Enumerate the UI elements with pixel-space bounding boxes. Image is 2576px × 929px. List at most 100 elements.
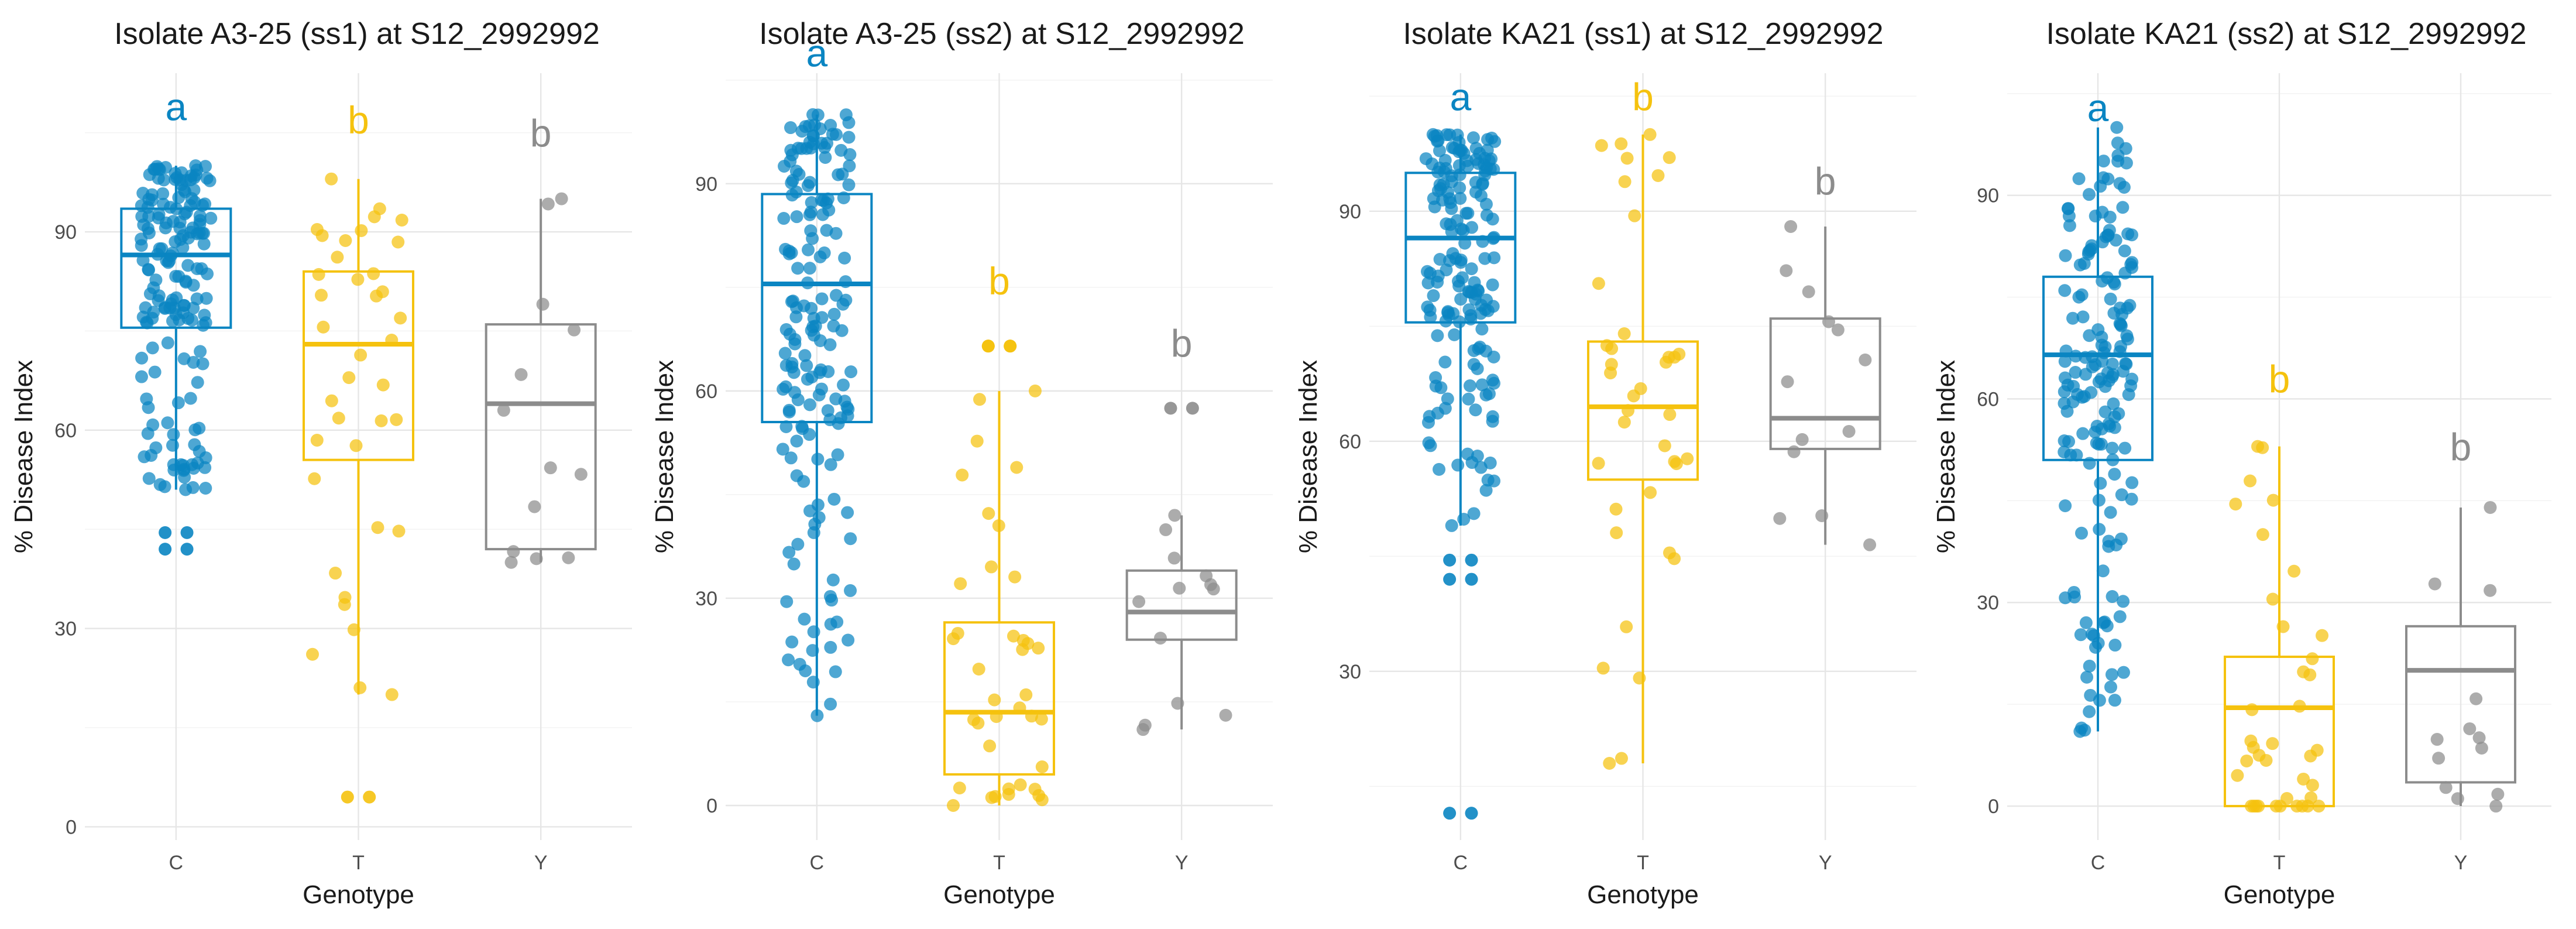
data-point bbox=[2096, 564, 2110, 578]
data-point bbox=[147, 163, 161, 176]
data-point bbox=[2293, 700, 2306, 713]
data-point bbox=[2059, 499, 2072, 512]
outlier-point bbox=[1186, 402, 1199, 415]
data-point bbox=[528, 500, 541, 513]
data-point bbox=[782, 546, 796, 559]
outlier-point bbox=[1164, 402, 1177, 415]
data-point bbox=[988, 693, 1001, 707]
data-point bbox=[2083, 659, 2096, 673]
data-point bbox=[177, 462, 191, 476]
data-point bbox=[189, 168, 202, 181]
data-point bbox=[1480, 293, 1493, 307]
data-point bbox=[777, 382, 790, 396]
data-point bbox=[776, 443, 789, 456]
data-point bbox=[189, 159, 202, 173]
data-point bbox=[1454, 191, 1467, 205]
data-point bbox=[787, 557, 801, 571]
box-iqr bbox=[761, 193, 873, 423]
data-point bbox=[2489, 800, 2503, 813]
data-point bbox=[1035, 712, 1048, 726]
chart-panel-2: 0 30 60 90 Isolate A3-25 (ss2) at S12_299299… bbox=[650, 17, 1273, 909]
data-point bbox=[187, 461, 200, 475]
data-point bbox=[1465, 221, 1479, 234]
data-point bbox=[2244, 734, 2258, 748]
data-point bbox=[1651, 169, 1665, 182]
data-point bbox=[842, 131, 856, 144]
data-point bbox=[191, 376, 204, 389]
data-point bbox=[1464, 309, 1478, 323]
data-point bbox=[827, 307, 841, 321]
data-point bbox=[193, 214, 207, 227]
data-point bbox=[803, 262, 816, 275]
data-point bbox=[2092, 493, 2106, 507]
data-point bbox=[970, 434, 984, 448]
data-point bbox=[1440, 217, 1453, 231]
data-point bbox=[782, 653, 795, 667]
data-point bbox=[1628, 209, 1641, 222]
data-point bbox=[187, 301, 200, 315]
data-point bbox=[1446, 247, 1459, 260]
data-point bbox=[1668, 552, 1681, 565]
significance-letter: b bbox=[1171, 321, 1193, 365]
box-group-Y: b bbox=[485, 112, 597, 569]
box-iqr bbox=[1587, 340, 1699, 481]
data-point bbox=[177, 183, 191, 197]
data-point bbox=[2090, 419, 2104, 433]
data-point bbox=[827, 319, 840, 332]
data-point bbox=[562, 551, 575, 564]
data-point bbox=[2072, 172, 2086, 186]
data-point bbox=[788, 386, 801, 399]
data-point bbox=[1644, 486, 1657, 499]
significance-letter: a bbox=[1450, 75, 1471, 118]
data-point bbox=[1595, 139, 1608, 152]
data-point bbox=[568, 323, 581, 337]
y-tick-label: 60 bbox=[1977, 388, 1999, 410]
data-point bbox=[1442, 308, 1455, 322]
data-point bbox=[1433, 144, 1446, 157]
data-point bbox=[2113, 610, 2127, 623]
data-point bbox=[1426, 128, 1440, 141]
data-point bbox=[953, 781, 966, 795]
data-point bbox=[497, 403, 510, 417]
data-point bbox=[1431, 275, 1444, 289]
data-point bbox=[1482, 387, 1496, 400]
data-point bbox=[822, 203, 836, 217]
data-point bbox=[329, 567, 342, 580]
data-point bbox=[199, 451, 212, 464]
x-axis-title: Genotype bbox=[2224, 880, 2335, 909]
outlier-point bbox=[1443, 573, 1457, 586]
data-point bbox=[2244, 474, 2257, 488]
data-point bbox=[2245, 703, 2259, 717]
data-point bbox=[2089, 358, 2102, 371]
data-point bbox=[839, 275, 852, 289]
data-point bbox=[1815, 509, 1829, 523]
data-point bbox=[1486, 278, 1499, 292]
outlier-point bbox=[1443, 553, 1457, 567]
data-point bbox=[785, 176, 798, 190]
data-point bbox=[338, 591, 352, 604]
data-point bbox=[2252, 749, 2266, 762]
data-point bbox=[1603, 757, 1616, 770]
data-point bbox=[2096, 205, 2109, 219]
box-group-C: a bbox=[2042, 86, 2153, 738]
data-point bbox=[815, 311, 829, 324]
data-point bbox=[789, 310, 803, 324]
outlier-point bbox=[1004, 340, 1017, 353]
data-point bbox=[349, 439, 363, 452]
x-tick-label: C bbox=[169, 852, 184, 874]
data-point bbox=[1620, 620, 1633, 633]
data-point bbox=[2058, 355, 2072, 368]
data-point bbox=[790, 434, 803, 448]
outlier-point bbox=[981, 340, 995, 353]
box-iqr bbox=[303, 270, 414, 461]
data-point bbox=[830, 615, 844, 629]
x-tick-label: C bbox=[810, 852, 825, 874]
data-point bbox=[823, 338, 837, 351]
data-point bbox=[1002, 782, 1015, 796]
data-point bbox=[136, 310, 150, 324]
data-point bbox=[1427, 289, 1440, 303]
data-point bbox=[2119, 142, 2132, 155]
data-point bbox=[785, 635, 799, 649]
data-point bbox=[2098, 405, 2112, 419]
x-tick-label: T bbox=[993, 852, 1005, 874]
